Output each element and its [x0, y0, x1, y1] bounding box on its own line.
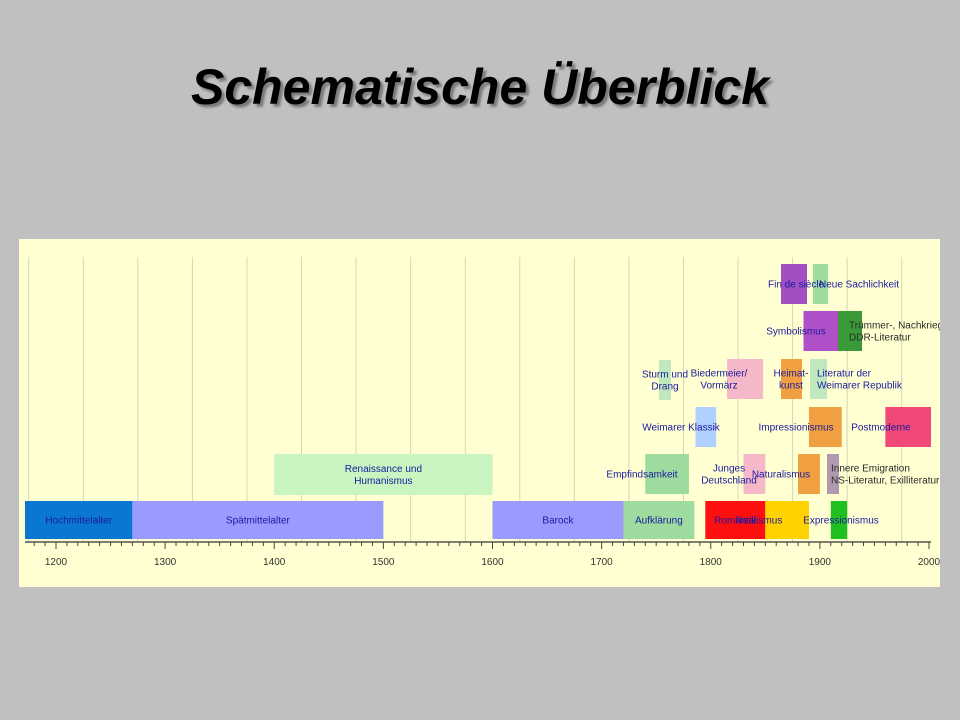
epoch-naturalismus: [798, 454, 820, 494]
epoch-heimatkunst-label: Heimat-kunst: [773, 369, 808, 392]
epoch-labels: Hochmittelalter Spätmittelalter Renaissanc…: [45, 280, 951, 527]
epoch-truemmer: [838, 311, 862, 351]
epoch-renaissance: [274, 454, 493, 495]
epoch-innere-emigration: [827, 454, 839, 494]
epoch-empfindsamkeit-label: Empfindsamkeit: [606, 470, 677, 481]
epoch-postmoderne-label: Postmoderne: [851, 423, 911, 434]
epoch-expressionismus: [830, 501, 848, 539]
axis-label-1900: 1900: [809, 557, 832, 568]
epoch-renaissance-label: Renaissance und Humanismus: [345, 464, 422, 487]
epoch-junges-deutschland: [743, 454, 766, 494]
slide-title: Schematische Überblick: [190, 59, 770, 115]
epoch-empfindsamkeit: [645, 454, 689, 494]
epoch-literatur-weimarer-republik: [810, 359, 827, 399]
epoch-romantik-label: Romantik: [714, 516, 757, 527]
epoch-expressionismus-label: Expressionismus: [803, 516, 879, 527]
axis-label-1500: 1500: [372, 557, 395, 568]
epoch-barock-label: Barock: [542, 516, 574, 527]
epoch-fin-de-siecle-label: Fin de siècle: [768, 280, 825, 291]
epoch-sturm-und-drang-label: Sturm und Drang: [642, 370, 688, 393]
epoch-postmoderne: [885, 407, 931, 447]
epoch-truemmer-label: Trümmer-, Nachkriegs-DDR-Literatur: [849, 321, 940, 344]
axis-label-1400: 1400: [263, 557, 286, 568]
epoch-realismus: [765, 501, 809, 539]
epoch-biedermeier: [727, 359, 764, 399]
epoch-neue-sachlichkeit-label: Neue Sachlichkeit: [819, 280, 899, 291]
epoch-neue-sachlichkeit: [813, 264, 828, 304]
axis-label-1300: 1300: [154, 557, 177, 568]
epoch-heimatkunst: [781, 359, 802, 399]
epoch-fin-de-siecle: [781, 264, 807, 304]
epoch-innere-emigration-label: Innere Emigration NS-Literatur, Exilliter…: [831, 464, 940, 487]
epoch-naturalismus-label: Naturalismus: [752, 470, 810, 481]
epoch-symbolismus-label: Symbolismus: [766, 327, 825, 338]
timeline-gridlines: [28, 257, 903, 542]
epoch-biedermeier-label: Biedermeier/Vormärz: [691, 369, 748, 392]
epoch-weimarer-klassik-label: Weimarer Klassik: [642, 423, 721, 434]
axis-label-1700: 1700: [591, 557, 614, 568]
epoch-junges-deutschland-label: Junges Deutschland: [701, 464, 757, 487]
epoch-barock: [492, 501, 624, 539]
axis-label-2000: 2000: [918, 557, 940, 568]
epoch-aufklaerung-label: Aufklärung: [635, 516, 683, 527]
epoch-bars: [25, 264, 931, 539]
epoch-literatur-weimarer-republik-label: Literatur der Weimarer Republik: [817, 369, 903, 392]
epoch-weimarer-klassik: [695, 407, 717, 447]
epoch-spaetmittelalter-label: Spätmittelalter: [226, 516, 291, 527]
epoch-impressionismus: [808, 407, 842, 447]
timeline-axis: 1200 1300 1400 1500 1600 1700 1800 1900 2000: [25, 541, 941, 568]
axis-label-1800: 1800: [700, 557, 723, 568]
epoch-realismus-label: Realismus: [736, 516, 783, 527]
epoch-hochmittelalter: [25, 501, 133, 539]
timeline-chart: Hochmittelalter Spätmittelalter Renaissanc…: [25, 257, 951, 568]
timeline-panel: Hochmittelalter Spätmittelalter Renaissanc…: [19, 239, 951, 587]
epoch-sturm-und-drang: [659, 360, 671, 400]
axis-label-1600: 1600: [481, 557, 504, 568]
epoch-romantik: [705, 501, 766, 539]
axis-label-1200: 1200: [45, 557, 68, 568]
epoch-hochmittelalter-label: Hochmittelalter: [45, 516, 112, 527]
epoch-impressionismus-label: Impressionismus: [758, 423, 833, 434]
epoch-aufklaerung: [623, 501, 695, 539]
epoch-spaetmittelalter: [132, 501, 384, 539]
